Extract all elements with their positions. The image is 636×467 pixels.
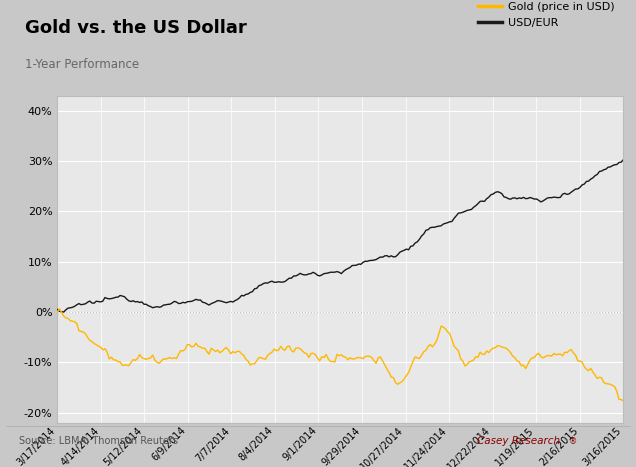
Text: ®: ® (569, 437, 577, 446)
Text: Source: LBMA, Thomson Reuters: Source: LBMA, Thomson Reuters (19, 436, 178, 446)
Legend: Gold (price in USD), USD/EUR: Gold (price in USD), USD/EUR (474, 0, 618, 32)
Text: 1-Year Performance: 1-Year Performance (25, 58, 139, 71)
Text: Gold vs. the US Dollar: Gold vs. the US Dollar (25, 19, 247, 37)
Text: Casey Research: Casey Research (476, 436, 560, 446)
